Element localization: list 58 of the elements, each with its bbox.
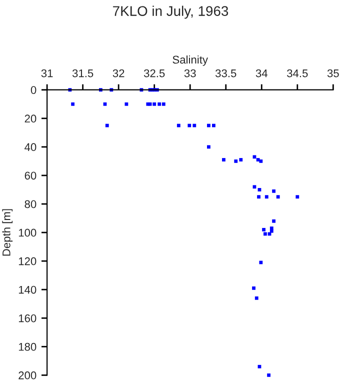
point	[124, 102, 128, 106]
x-tick-label: 31	[41, 69, 53, 78]
y-tick-label: 20	[24, 114, 36, 123]
point	[272, 189, 276, 193]
point	[103, 102, 107, 106]
point	[259, 260, 263, 264]
point	[258, 188, 262, 192]
chart-title: 7KLO in July, 1963	[113, 6, 228, 19]
point	[296, 195, 300, 199]
x-tick-label: 31.5	[72, 69, 94, 78]
y-tick-label: 40	[24, 143, 36, 152]
y-tick-label: 80	[24, 200, 36, 208]
x-tick-label: 34	[256, 69, 268, 78]
point	[262, 228, 266, 232]
x-axis-title: Salinity	[172, 55, 208, 66]
point	[212, 124, 216, 128]
point	[254, 296, 258, 300]
point	[239, 158, 243, 162]
point	[71, 102, 75, 106]
x-tick-label: 33	[184, 69, 196, 78]
point	[176, 124, 180, 128]
x-tick-label: 32.5	[144, 69, 165, 78]
y-tick-label: 180	[18, 342, 36, 351]
point	[258, 364, 262, 368]
y-tick-label: 140	[18, 286, 36, 294]
x-tick-label: 34.5	[287, 69, 308, 78]
point	[270, 229, 274, 233]
point	[267, 373, 270, 377]
point	[252, 185, 256, 189]
x-tick-label: 32	[112, 69, 124, 78]
point	[276, 195, 280, 199]
x-tick-label: 33.5	[215, 69, 236, 78]
point	[158, 102, 162, 106]
point	[152, 102, 156, 106]
point	[252, 286, 256, 290]
point	[257, 195, 260, 199]
point	[222, 158, 226, 162]
point	[234, 159, 238, 163]
y-tick-label: 160	[18, 314, 36, 322]
point	[188, 124, 192, 128]
point	[207, 145, 210, 149]
point	[256, 158, 260, 162]
point	[105, 124, 109, 128]
point	[264, 232, 267, 236]
point	[270, 226, 274, 230]
y-tick-label: 100	[18, 228, 36, 237]
y-tick-label: 120	[18, 257, 36, 266]
point	[264, 195, 268, 199]
point	[272, 219, 276, 223]
y-axis-title: Depth [m]	[2, 209, 13, 256]
y-tick-label: 200	[18, 371, 36, 380]
point	[252, 155, 256, 159]
y-tick-label: 60	[24, 172, 36, 180]
point	[192, 124, 196, 128]
y-tick-label: 0	[30, 86, 36, 94]
x-tick-label: 35	[327, 69, 339, 78]
point	[162, 102, 166, 106]
point	[207, 124, 210, 128]
